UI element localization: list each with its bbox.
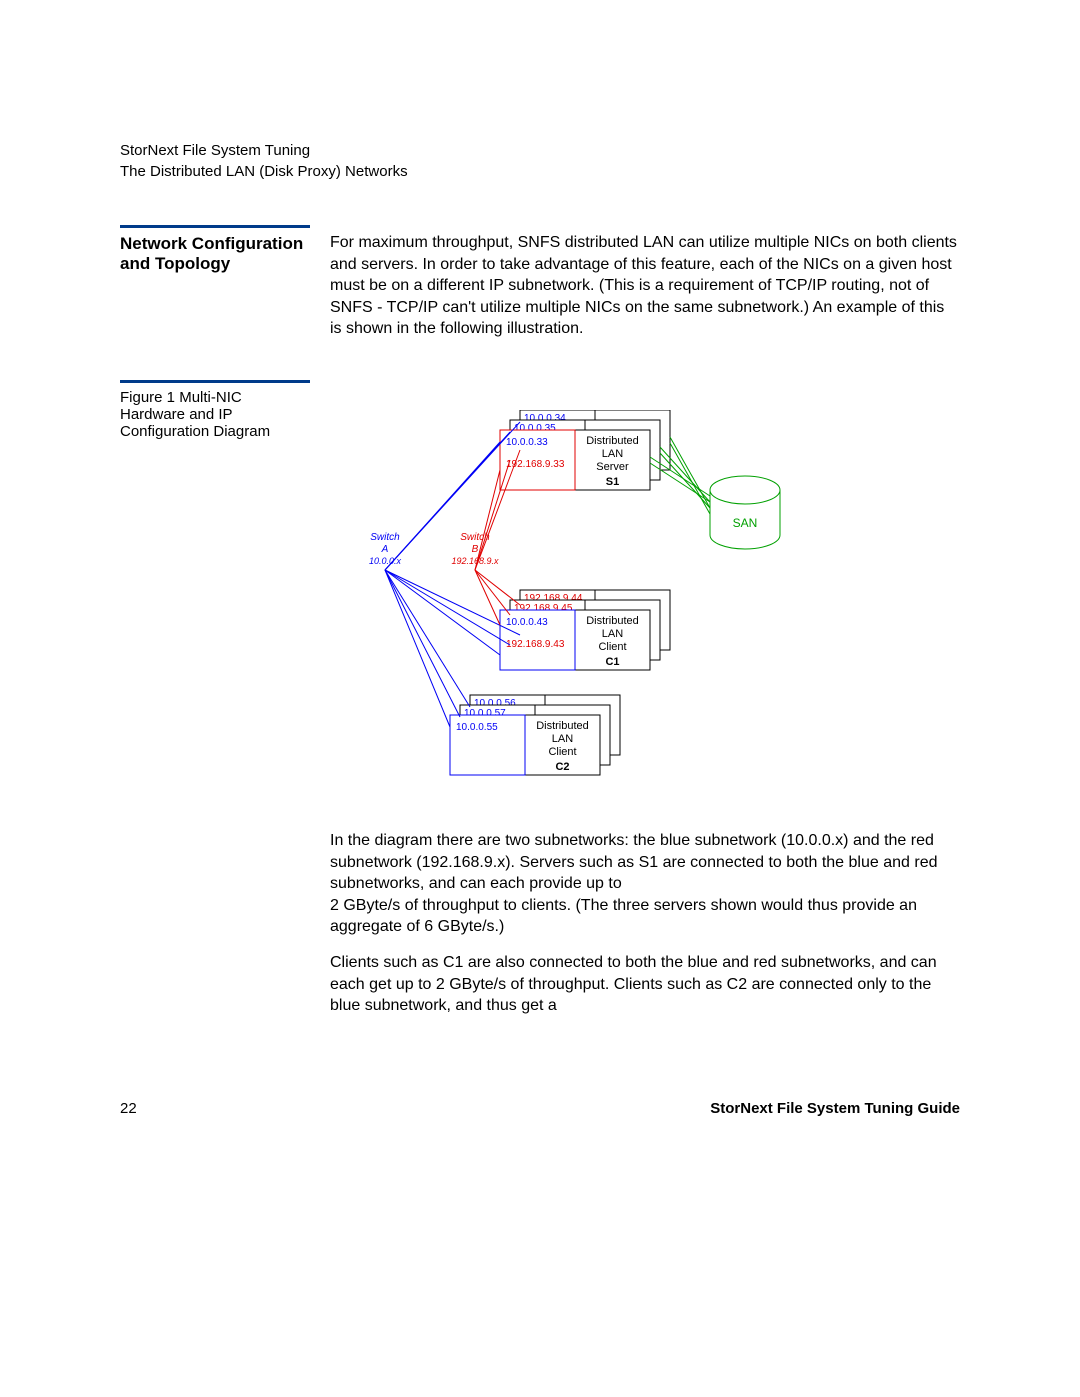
svg-text:10.0.0.43: 10.0.0.43 <box>506 617 548 628</box>
svg-text:A: A <box>381 544 389 555</box>
running-header: StorNext File System Tuning The Distribu… <box>120 140 408 182</box>
svg-text:Client: Client <box>598 641 626 653</box>
after-p1b: 2 GByte/s of throughput to clients. (The… <box>330 897 917 936</box>
svg-text:Client: Client <box>548 746 576 758</box>
svg-text:Distributed: Distributed <box>586 615 639 627</box>
svg-text:C2: C2 <box>555 761 569 773</box>
svg-text:LAN: LAN <box>602 628 623 640</box>
svg-text:LAN: LAN <box>602 448 623 460</box>
svg-text:Distributed: Distributed <box>536 720 589 732</box>
svg-text:C1: C1 <box>605 656 619 668</box>
svg-text:10.0.0.55: 10.0.0.55 <box>456 722 498 733</box>
svg-text:SAN: SAN <box>733 516 758 530</box>
svg-text:LAN: LAN <box>552 733 573 745</box>
post-figure-text: In the diagram there are two subnetworks… <box>330 830 960 1031</box>
section-heading: Network Configuration and Topology <box>120 225 310 274</box>
network-diagram: SwitchA10.0.0.xSwitchB192.168.9.xSAN10.0… <box>330 410 960 810</box>
svg-text:Distributed: Distributed <box>586 435 639 447</box>
svg-text:Server: Server <box>596 461 629 473</box>
section-body-text: For maximum throughput, SNFS distributed… <box>330 232 960 340</box>
svg-text:S1: S1 <box>606 476 619 488</box>
header-line-1: StorNext File System Tuning <box>120 140 408 161</box>
svg-text:192.168.9.43: 192.168.9.43 <box>506 639 565 650</box>
page-number: 22 <box>120 1100 137 1117</box>
svg-text:192.168.9.x: 192.168.9.x <box>451 556 499 566</box>
svg-text:10.0.0.33: 10.0.0.33 <box>506 437 548 448</box>
header-line-2: The Distributed LAN (Disk Proxy) Network… <box>120 161 408 182</box>
after-p1: In the diagram there are two subnetworks… <box>330 832 937 892</box>
svg-text:B: B <box>472 544 479 555</box>
footer-guide: StorNext File System Tuning Guide <box>710 1100 960 1117</box>
figure-caption: Figure 1 Multi-NIC Hardware and IP Confi… <box>120 380 310 440</box>
svg-text:Switch: Switch <box>370 532 400 543</box>
after-p2: Clients such as C1 are also connected to… <box>330 952 960 1017</box>
